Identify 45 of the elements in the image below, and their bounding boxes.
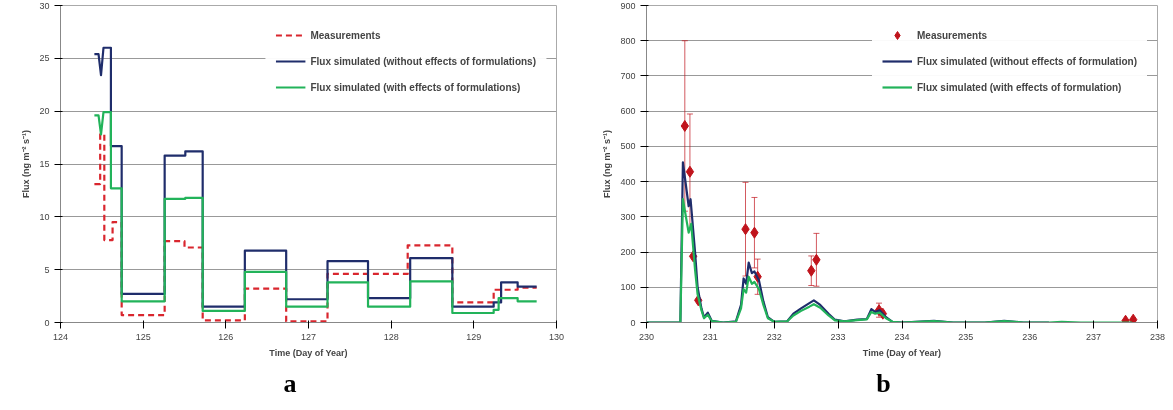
legend-label: Measurements [917, 29, 988, 41]
legend-label: Flux simulated (without effects of formulation) [917, 55, 1137, 67]
text: a [283, 368, 297, 400]
y-tick-label: 20 [39, 106, 50, 117]
x-tick-label: 237 [1086, 331, 1102, 342]
x-axis-title: Time (Day of Year) [269, 347, 348, 358]
x-tick-label: 233 [830, 331, 846, 342]
y-tick-label: 100 [620, 282, 636, 293]
y-tick-label: 500 [620, 141, 636, 152]
y-tick-label: 0 [44, 317, 50, 328]
x-tick-label: 127 [300, 331, 317, 342]
x-tick-label: 234 [894, 331, 910, 342]
y-axis-title: Flux (ng m⁻² s⁻¹) [21, 130, 32, 198]
x-tick-label: 238 [1149, 331, 1166, 342]
y-tick-label: 200 [620, 247, 636, 258]
legend-label: Measurements [310, 29, 381, 41]
y-tick-label: 700 [620, 70, 636, 81]
text: b [876, 368, 891, 400]
x-tick-label: 230 [638, 331, 655, 342]
y-tick-label: 400 [620, 176, 636, 187]
legend-label: Flux simulated (with effects of formulation) [917, 81, 1122, 93]
x-tick-label: 232 [766, 331, 782, 342]
x-tick-label: 231 [702, 331, 718, 342]
y-tick-label: 0 [630, 317, 636, 328]
legend-label: Flux simulated (without effects of formulations) [310, 55, 536, 67]
y-tick-label: 25 [39, 53, 50, 64]
y-tick-label: 900 [620, 0, 636, 11]
y-axis-title: Flux (ng m⁻² s⁻¹) [602, 130, 613, 198]
x-tick-label: 128 [383, 331, 399, 342]
x-tick-label: 126 [218, 331, 234, 342]
x-axis-title: Time (Day of Year) [862, 347, 942, 358]
x-tick-label: 125 [135, 331, 151, 342]
x-tick-label: 130 [548, 331, 565, 342]
legend-label: Flux simulated (with effects of formulations) [310, 81, 521, 93]
y-tick-label: 300 [620, 211, 636, 222]
x-tick-label: 124 [52, 331, 69, 342]
y-tick-label: 10 [39, 211, 50, 222]
y-tick-label: 15 [39, 159, 50, 169]
x-tick-label: 236 [1022, 331, 1038, 342]
y-tick-label: 30 [39, 0, 50, 11]
y-tick-label: 600 [620, 106, 636, 117]
y-tick-label: 5 [44, 264, 50, 275]
x-tick-label: 129 [466, 331, 482, 342]
y-tick-label: 800 [620, 35, 636, 46]
x-tick-label: 235 [958, 331, 974, 342]
